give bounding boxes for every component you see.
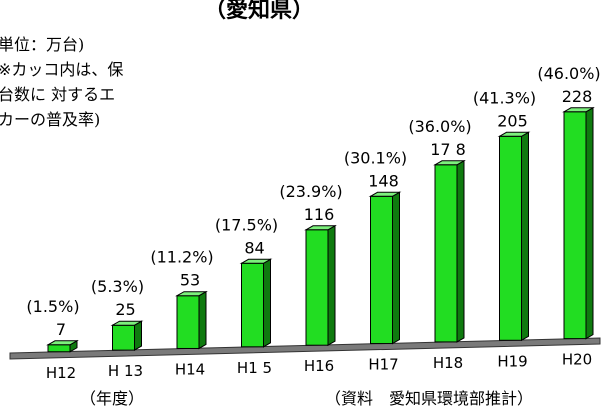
category-label: H20 (562, 351, 592, 369)
value-label: 205 (497, 111, 528, 130)
percent-label: (1.5%) (26, 297, 79, 316)
x-axis-title: （年度） (80, 389, 145, 408)
floor-plane (9, 337, 601, 360)
bar-5 (305, 229, 329, 346)
percent-label: (11.2%) (150, 248, 213, 267)
bar-top-3 (175, 291, 208, 297)
value-label: 7 (56, 320, 66, 339)
bar-side-5 (327, 224, 336, 347)
value-label: 228 (562, 87, 593, 106)
bar-side-2 (134, 320, 142, 351)
bar-top-8 (497, 131, 531, 137)
bar-top-6 (368, 191, 402, 197)
percent-label: (30.1%) (344, 148, 407, 167)
bar-side-7 (456, 159, 465, 343)
value-label: 53 (180, 271, 200, 290)
category-label: H14 (175, 360, 205, 378)
bar-side-8 (521, 131, 529, 342)
percent-label: (41.3%) (473, 88, 536, 107)
value-label: 116 (304, 205, 335, 224)
percent-label: (17.5%) (215, 215, 278, 234)
bar-side-6 (392, 191, 400, 345)
category-label: H12 (46, 364, 76, 382)
value-label: 17 8 (430, 140, 466, 159)
bar-4 (241, 262, 264, 348)
bar-7 (434, 164, 458, 343)
bar-top-9 (562, 107, 595, 113)
source-note: （資料 愛知県環境部推計） (325, 389, 534, 408)
bar-8 (499, 135, 522, 341)
bar-6 (370, 195, 393, 345)
value-label: 84 (244, 238, 264, 257)
bar-side-3 (198, 290, 207, 350)
category-label: H1 5 (237, 359, 272, 377)
percent-label: (36.0%) (408, 117, 471, 136)
value-label: 148 (368, 171, 399, 190)
category-label: H18 (433, 354, 463, 372)
bar-2 (112, 324, 135, 351)
bar-top-5 (304, 225, 337, 231)
category-label: H 13 (108, 362, 143, 380)
category-label: H19 (497, 352, 527, 370)
unit-note: 単位：万台) ※カッコ内は、保 台数に 対するエ カーの普及率) (0, 35, 124, 129)
bar-side-4 (263, 258, 271, 348)
chart-title: （愛知県） (204, 0, 315, 23)
category-label: H16 (304, 357, 334, 375)
bar-top-7 (433, 160, 466, 166)
percent-label: (5.3%) (91, 277, 144, 296)
bar-top-2 (110, 320, 144, 326)
bar-3 (176, 295, 200, 349)
bar-side-9 (585, 106, 594, 340)
bar-9 (563, 111, 587, 340)
percent-label: (23.9%) (279, 182, 342, 201)
bar-top-1 (46, 340, 79, 346)
category-label: H17 (368, 356, 398, 374)
bar-top-4 (239, 258, 273, 264)
bar-1 (47, 344, 71, 353)
value-label: 25 (115, 300, 135, 319)
percent-label: (46.0%) (537, 64, 600, 83)
